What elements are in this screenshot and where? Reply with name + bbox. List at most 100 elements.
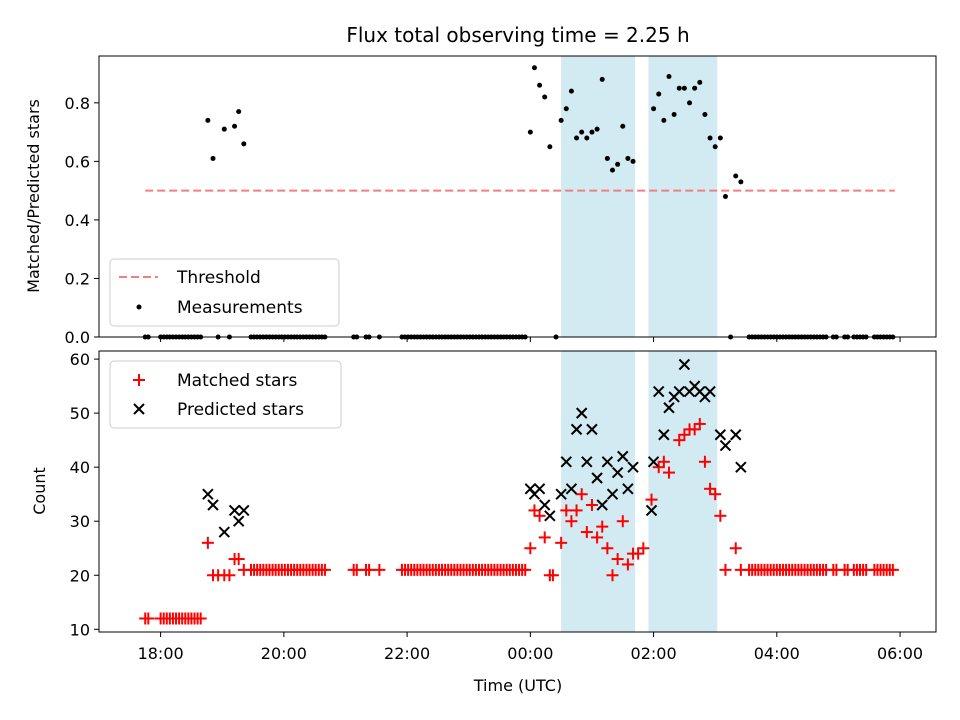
predicted-point (678, 358, 691, 371)
x-tick-label: 02:00 (631, 644, 677, 663)
matched-point (698, 455, 711, 468)
measurement-point (717, 135, 723, 141)
x-tick-label: 18:00 (138, 644, 184, 663)
predicted-point (232, 515, 245, 527)
predicted-point (539, 499, 551, 511)
y-tick-label: 60 (70, 350, 90, 369)
predicted-point (647, 456, 660, 468)
predicted-point (565, 483, 578, 495)
predicted-point (617, 450, 629, 463)
matched-point (637, 542, 650, 555)
matched-point (565, 515, 578, 528)
matched-star-points (139, 417, 899, 625)
top-y-axis-label: Matched/Predicted stars (24, 99, 43, 293)
measurement-point (707, 135, 713, 141)
measurement-point (630, 158, 636, 164)
bottom-x-ticks: 18:00 20:00 22:00 00:00 02:00 04:00 06:00 (138, 632, 923, 663)
legend-predicted-swatch (133, 403, 145, 415)
predicted-point (560, 456, 572, 468)
matched-point (560, 504, 573, 517)
matched-point (142, 612, 155, 625)
y-tick-label: 0.2 (65, 269, 90, 288)
matched-point (606, 569, 619, 582)
matched-point (555, 536, 568, 549)
legend-threshold-label: Threshold (176, 268, 261, 288)
measurement-point (547, 144, 553, 150)
matched-point (538, 531, 551, 544)
matched-point (575, 488, 588, 501)
measurement-point (625, 155, 631, 161)
legend-measurement-swatch (136, 304, 142, 310)
y-tick-label: 0.8 (65, 94, 90, 113)
measurement-point (738, 179, 744, 185)
y-tick-label: 0.0 (65, 328, 90, 347)
predicted-point (673, 385, 685, 398)
matched-point (223, 569, 236, 582)
matched-point (714, 509, 727, 522)
top-observing-windows (561, 56, 718, 337)
measurement-point (599, 76, 605, 82)
measurement-point (604, 155, 610, 161)
predicted-point (601, 456, 614, 468)
matched-point (662, 466, 675, 479)
top-legend-box (109, 258, 340, 327)
top-y-ticks: 0.0 0.2 0.4 0.6 0.8 (65, 94, 99, 347)
bottom-y-ticks: 10 20 30 40 50 60 (70, 350, 99, 639)
measurement-point (589, 129, 595, 135)
measurement-point (558, 117, 564, 123)
measurement-point (609, 167, 615, 173)
measurement-point (722, 194, 728, 199)
measurement-point (568, 88, 574, 94)
predicted-point (555, 488, 567, 500)
observing-window-1 (648, 56, 718, 337)
matched-point (693, 417, 706, 430)
measurement-point (697, 79, 703, 85)
y-tick-label: 30 (70, 512, 90, 531)
matched-point (232, 553, 245, 566)
predicted-point (645, 504, 658, 517)
predicted-point (730, 429, 742, 441)
predicted-point (586, 423, 598, 436)
x-tick-label: 22:00 (384, 644, 430, 663)
matched-point (373, 563, 386, 576)
predicted-point (653, 385, 665, 398)
predicted-point (207, 499, 219, 511)
matched-point (709, 488, 722, 501)
predicted-point (533, 483, 546, 495)
predicted-point (238, 504, 250, 517)
legend-matched-label: Matched stars (177, 371, 297, 391)
matched-point (673, 434, 686, 447)
measurement-point (221, 126, 227, 132)
measurement-point (236, 109, 242, 115)
measurement-point (537, 82, 543, 88)
matched-point (729, 542, 742, 555)
measurement-point (563, 106, 569, 112)
matched-point (611, 553, 624, 566)
matched-point (621, 558, 634, 571)
predicted-point (704, 385, 716, 398)
predicted-star-points (202, 358, 747, 538)
chart-title: Flux total observing time = 2.25 h (346, 23, 689, 47)
measurement-point (712, 144, 718, 150)
matched-point (645, 493, 658, 506)
measurement-point (531, 65, 537, 71)
x-axis-label: Time (UTC) (473, 676, 562, 695)
matched-point (201, 536, 214, 549)
measurement-point (651, 106, 657, 112)
matched-point (652, 461, 665, 474)
measurement-point (542, 94, 548, 100)
predicted-point (591, 472, 603, 484)
predicted-point (735, 461, 747, 473)
matched-point (570, 504, 583, 517)
measurement-point (579, 129, 585, 135)
bottom-legend: Matched stars Predicted stars (109, 360, 342, 429)
legend-measurement-label: Measurements (177, 298, 303, 318)
predicted-point (228, 504, 241, 517)
predicted-point (611, 466, 624, 479)
matched-point (601, 542, 614, 555)
predicted-point (575, 407, 588, 419)
measurement-point (594, 126, 600, 132)
y-tick-label: 50 (70, 404, 90, 423)
matched-point (678, 428, 691, 441)
legend-matched-swatch (133, 374, 145, 386)
